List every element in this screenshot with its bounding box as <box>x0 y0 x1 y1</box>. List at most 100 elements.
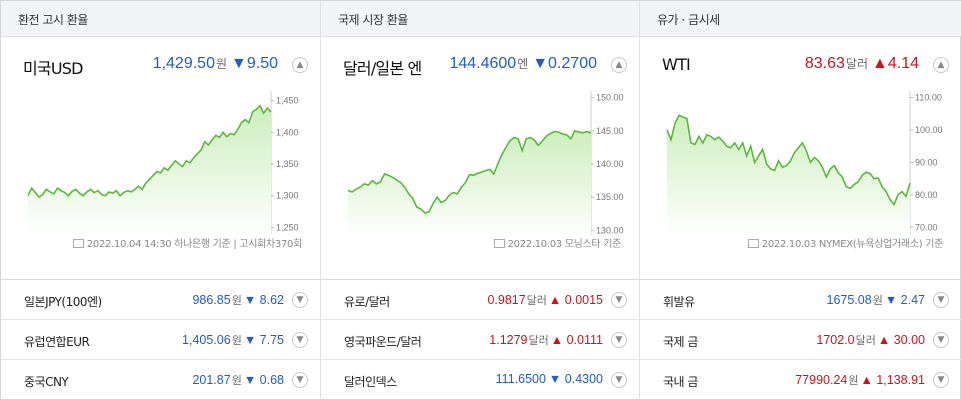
item-change: ▲ 1,138.91 <box>860 373 925 387</box>
item-unit: 원 <box>231 374 242 387</box>
main-quote-unit: 엔 <box>517 57 529 71</box>
item-change: ▼ 7.75 <box>243 333 284 347</box>
main-quote[interactable]: 미국USD 1,429.50원 ▼9.50 ▲ 1,450 1,400 1,350 1,… <box>1 37 320 277</box>
source-text: 2022.10.04 14:30 하나은행 기준 | 고시회차370회 <box>86 239 302 250</box>
section-international-rate: 국제 시장 환율 달러/일본 엔 144.4600엔 ▼0.2700 ▲ 150.… <box>321 1 640 400</box>
list-item[interactable]: 휘발유 1675.08원 ▼ 2.47 ▼ <box>640 280 961 320</box>
list-item[interactable]: 유로/달러 0.9817달러 ▲ 0.0015 ▼ <box>321 280 639 320</box>
main-quote-name: 미국USD <box>23 59 83 78</box>
main-quote-price: 1,429.50 <box>152 55 215 72</box>
item-unit: 달러 <box>855 334 876 347</box>
y-tick-label: 100.00 <box>915 125 943 135</box>
list-item[interactable]: 유럽연합EUR 1,405.06원 ▼ 7.75 ▼ <box>1 320 320 360</box>
chevron-down-icon[interactable]: ▼ <box>611 332 627 348</box>
source-note: 2022.10.03 NYMEX(뉴욕상업거래소) 기준 <box>747 235 944 250</box>
item-price: 0.9817 <box>487 293 526 307</box>
price-chart: 150.00145.00140.00135.00130.0008/0109/01… <box>347 91 624 235</box>
item-change: ▲ 0.0111 <box>550 333 603 347</box>
chevron-up-icon[interactable]: ▲ <box>611 57 627 73</box>
item-unit: 원 <box>231 294 242 307</box>
chevron-up-icon[interactable]: ▲ <box>933 57 949 73</box>
y-tick-label: 80.00 <box>915 190 938 200</box>
y-tick-label: 1,250 <box>276 222 299 232</box>
y-tick-label: 1,400 <box>276 127 299 137</box>
main-quote-change: ▲4.14 <box>872 55 919 72</box>
section-exchange-notice: 환전 고시 환율 미국USD 1,429.50원 ▼9.50 ▲ 1,450 1,4… <box>1 1 321 400</box>
chart-area-fill <box>348 130 591 235</box>
item-name: 유럽연합EUR <box>24 335 90 349</box>
chart-area-fill <box>667 115 910 235</box>
item-name: 유로/달러 <box>344 295 390 309</box>
item-unit: 원 <box>231 334 242 347</box>
main-quote[interactable]: WTI 83.63달러 ▲4.14 ▲ 110.00 100.00 90.00 80.0… <box>640 37 961 277</box>
source-note: 2022.10.03 모닝스타 기준 <box>493 235 622 250</box>
y-tick-label: 140.00 <box>596 159 624 169</box>
chevron-down-icon[interactable]: ▼ <box>292 372 308 388</box>
item-change: ▼ 2.47 <box>884 293 925 307</box>
item-unit: 원 <box>872 294 883 307</box>
item-change: ▲ 30.00 <box>877 333 925 347</box>
list-item[interactable]: 달러인덱스 111.6500 ▼ 0.4300 ▼ <box>321 360 639 400</box>
chevron-down-icon[interactable]: ▼ <box>292 332 308 348</box>
item-price: 986.85 <box>192 293 231 307</box>
list-item[interactable]: 일본JPY(100엔) 986.85원 ▼ 8.62 ▼ <box>1 280 320 320</box>
chart-series-line <box>666 114 911 207</box>
item-name: 달러인덱스 <box>344 375 397 389</box>
price-chart: 110.00100.0090.0080.0070.0008/0109/0110/… <box>666 91 943 235</box>
item-name: 국내 금 <box>663 375 698 389</box>
main-quote-name: WTI <box>662 55 691 74</box>
quote-list: 일본JPY(100엔) 986.85원 ▼ 8.62 ▼ 유럽연합EUR 1,40… <box>1 279 320 400</box>
list-item[interactable]: 중국CNY 201.87원 ▼ 0.68 ▼ <box>1 360 320 400</box>
source-text: 2022.10.03 NYMEX(뉴욕상업거래소) 기준 <box>761 239 944 250</box>
item-price: 1675.08 <box>826 293 872 307</box>
y-tick-label: 1,300 <box>276 191 299 201</box>
section-header[interactable]: 국제 시장 환율 <box>321 1 639 37</box>
item-unit: 원 <box>848 374 859 387</box>
main-quote-unit: 달러 <box>845 57 869 71</box>
quote-list: 유로/달러 0.9817달러 ▲ 0.0015 ▼ 영국파운드/달러 1.1279… <box>321 279 639 400</box>
item-name: 휘발유 <box>663 295 695 309</box>
item-price: 111.6500 <box>495 372 546 386</box>
list-item[interactable]: 국제 금 1702.0달러 ▲ 30.00 ▼ <box>640 320 961 360</box>
main-quote-price: 144.4600 <box>449 55 517 72</box>
main-quote[interactable]: 달러/일본 엔 144.4600엔 ▼0.2700 ▲ 150.00 145.00 1… <box>321 37 639 277</box>
chevron-down-icon[interactable]: ▼ <box>933 372 949 388</box>
chart-series-line <box>347 129 592 215</box>
item-name: 중국CNY <box>24 375 69 389</box>
item-change: ▼ 0.4300 <box>548 372 603 386</box>
y-tick-label: 130.00 <box>596 225 624 235</box>
y-tick-label: 145.00 <box>596 126 624 136</box>
main-quote-name: 달러/일본 엔 <box>343 59 422 78</box>
item-change: ▼ 8.62 <box>243 293 284 307</box>
list-item[interactable]: 국내 금 77990.24원 ▲ 1,138.91 ▼ <box>640 360 961 400</box>
item-name: 영국파운드/달러 <box>344 335 422 349</box>
document-icon <box>72 239 84 248</box>
chevron-up-icon[interactable]: ▲ <box>292 57 308 73</box>
y-tick-label: 1,450 <box>276 96 299 106</box>
source-text: 2022.10.03 모닝스타 기준 <box>507 239 622 250</box>
chevron-down-icon[interactable]: ▼ <box>292 292 308 308</box>
y-tick-label: 70.00 <box>915 222 938 232</box>
chevron-down-icon[interactable]: ▼ <box>933 292 949 308</box>
section-header[interactable]: 유가 · 금시세 <box>640 1 961 37</box>
main-quote-price: 83.63 <box>804 55 845 72</box>
y-tick-label: 1,350 <box>276 159 299 169</box>
document-icon <box>493 239 505 248</box>
chevron-down-icon[interactable]: ▼ <box>611 372 627 388</box>
list-item[interactable]: 영국파운드/달러 1.1279달러 ▲ 0.0111 ▼ <box>321 320 639 360</box>
item-name: 국제 금 <box>663 335 698 349</box>
item-name: 일본JPY(100엔) <box>24 295 102 309</box>
main-quote-change: ▼9.50 <box>231 55 278 72</box>
item-price: 77990.24 <box>795 373 848 387</box>
section-header[interactable]: 환전 고시 환율 <box>1 1 320 37</box>
document-icon <box>747 239 759 248</box>
item-price: 1,405.06 <box>182 333 231 347</box>
chevron-down-icon[interactable]: ▼ <box>933 332 949 348</box>
chart-area-fill <box>28 105 271 235</box>
main-quote-unit: 원 <box>215 57 228 71</box>
main-quote-change: ▼0.2700 <box>532 55 597 72</box>
item-unit: 달러 <box>528 334 549 347</box>
item-change: ▼ 0.68 <box>243 373 284 387</box>
chevron-down-icon[interactable]: ▼ <box>611 292 627 308</box>
